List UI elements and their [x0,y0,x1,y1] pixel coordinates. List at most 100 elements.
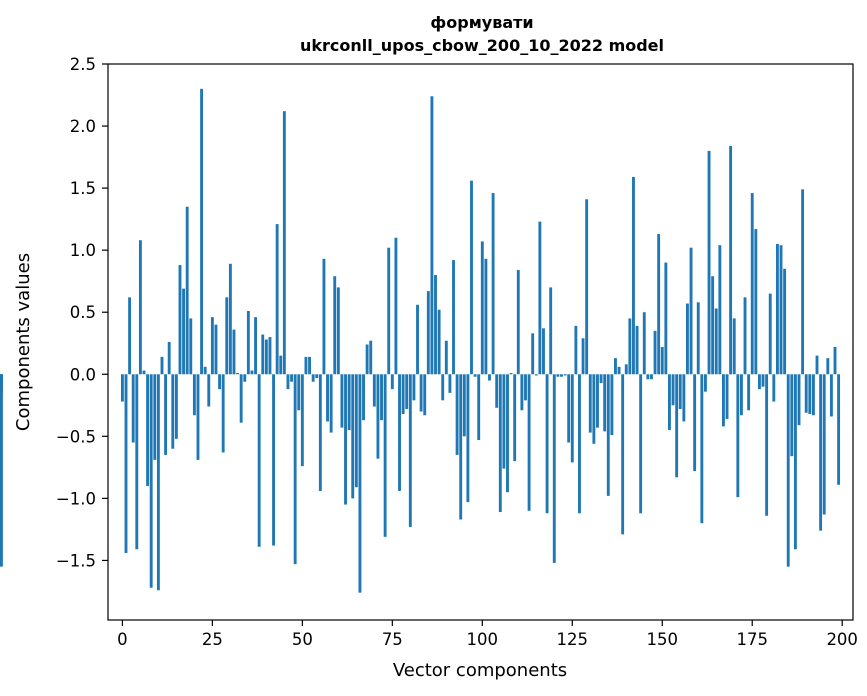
x-tick-label: 50 [292,630,313,649]
bar-71 [376,374,380,459]
bar-72 [380,374,383,421]
bar-4 [135,374,139,550]
bar-125 [570,374,574,463]
bar-57 [326,374,329,422]
bar-42 [272,374,275,546]
bar-113 [527,374,531,511]
chart-title-line-2: ukrconll_upos_cbow_200_10_2022 model [300,36,664,55]
bar-74 [387,247,391,375]
bar-97 [470,180,473,375]
bar-173 [743,297,747,375]
bar-38 [257,374,261,547]
y-tick-label: 2.0 [70,117,96,136]
bar-19 [189,318,193,375]
x-tick-label: 25 [202,630,223,649]
bar-98 [473,374,477,377]
bar-58 [329,374,333,433]
bar-196 [826,358,830,375]
bar-99 [477,374,481,441]
bar-10 [156,374,160,591]
bar-154 [675,374,679,478]
bar-147 [650,374,653,380]
bar-34 [243,374,247,382]
bar-169 [729,145,733,375]
bar-165 [714,308,718,375]
bar-54 [315,374,319,378]
bar-102 [488,374,491,381]
bar-31 [232,329,236,375]
bar-153 [671,374,675,406]
x-tick-label: 150 [647,630,679,649]
y-axis-label: Components values [13,253,34,431]
x-axis-ticks: 0 25 50 75 100 125 150 175 200 [117,620,858,649]
bar-82 [416,304,419,375]
bar-94 [459,374,463,520]
bar-132 [596,374,599,428]
bar-27 [218,374,222,390]
bar-81 [412,374,416,401]
bar-88 [437,309,441,375]
bar-85 [426,291,430,375]
bar-193 [815,355,819,375]
bar-68 [365,344,369,375]
bar-181 [772,374,776,402]
bar-41 [268,337,272,375]
bar-155 [678,374,682,410]
bar-36 [250,370,254,375]
x-tick-label: 0 [117,630,128,649]
bar-168 [725,374,729,419]
bar-66 [358,374,362,593]
bar-185 [786,374,790,567]
bar-107 [506,374,509,493]
bar-series [0,88,841,593]
bar-35 [246,310,250,375]
bar-152 [668,374,671,431]
bar-2 [128,297,132,375]
y-tick-label: 0.5 [70,303,96,322]
bar-128 [581,338,585,375]
chart-title: формувати ukrconll_upos_cbow_200_10_2022… [300,13,664,55]
y-tick-label: 1.0 [70,241,96,260]
bar-112 [524,374,527,401]
bar-13 [167,342,171,375]
bar-95 [462,374,466,437]
bar-8 [149,374,153,588]
bar-14 [171,374,175,449]
bar-80 [408,374,412,527]
bar-115 [534,374,538,376]
bar-84 [423,374,427,416]
bar-129 [585,199,589,375]
bar-174 [747,374,751,411]
bar-11 [160,356,164,375]
bar-184 [783,268,787,375]
bar-149 [657,234,661,375]
bar-177 [757,374,761,390]
y-tick-label: 2.5 [70,55,96,74]
bar-139 [621,374,625,535]
bar-176 [754,229,758,375]
bar-179 [765,374,769,516]
bar-142 [632,176,635,375]
bar-167 [722,374,725,427]
bar-134 [603,374,607,432]
bar-24 [207,374,211,407]
bar-105 [498,374,502,513]
bar-67 [362,374,365,421]
bar-162 [704,374,707,392]
x-tick-label: 75 [382,630,403,649]
bar-33 [239,374,243,423]
y-tick-label: 0.0 [70,365,96,384]
bar-100 [480,241,484,375]
bar-3 [131,374,135,443]
bar-32 [236,373,240,375]
bar-131 [592,374,596,444]
bar-91 [448,374,452,393]
bar-127 [578,374,581,514]
bar-163 [707,150,711,375]
bar-0 [120,374,124,402]
bar-92 [452,260,455,375]
bar-53 [311,374,315,382]
bar-118 [545,374,549,514]
bar-12 [164,374,168,455]
